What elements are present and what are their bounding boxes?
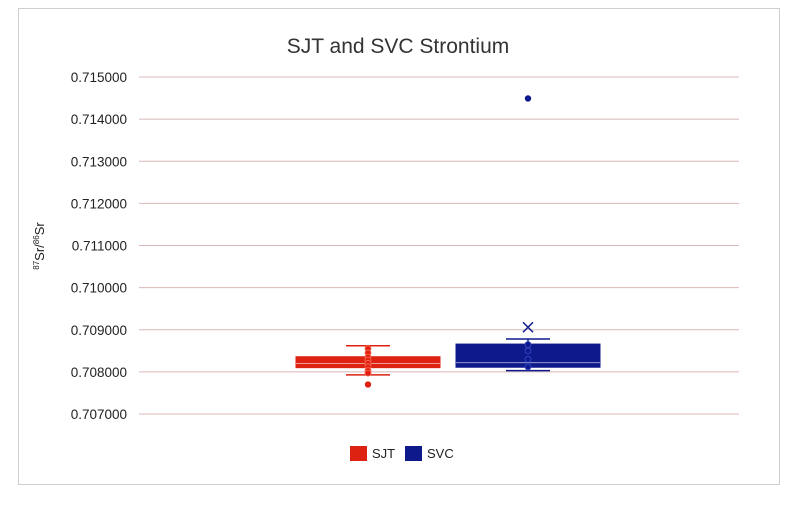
box-sjt (295, 345, 441, 388)
y-label-base1: Sr/ (32, 244, 47, 261)
y-tick-label: 0.709000 (71, 323, 127, 338)
y-axis-label: 87Sr/86Sr (32, 222, 47, 270)
legend-label-sjt: SJT (372, 446, 395, 461)
y-tick-label: 0.710000 (71, 281, 127, 296)
y-tick-label: 0.711000 (72, 239, 127, 254)
data-point (524, 363, 532, 371)
y-tick-label: 0.713000 (71, 154, 127, 169)
legend-swatch-svc (405, 446, 422, 461)
outlier-point (364, 381, 372, 388)
chart-frame (18, 8, 780, 485)
y-label-base2: Sr (32, 222, 47, 236)
data-point (524, 341, 532, 348)
y-label-sup1: 87 (32, 260, 41, 269)
mean-marker (522, 321, 534, 333)
data-point (364, 369, 372, 377)
y-label-sup2: 86 (32, 235, 41, 244)
grid-lines (139, 76, 739, 415)
y-tick-label: 0.715000 (71, 70, 127, 85)
y-tick-label: 0.707000 (71, 407, 127, 422)
data-point (524, 355, 532, 363)
outlier-point (524, 95, 532, 102)
y-tick-label: 0.708000 (71, 365, 127, 380)
legend: SJT SVC (350, 446, 454, 461)
y-tick-label: 0.714000 (71, 112, 127, 127)
chart-title: SJT and SVC Strontium (287, 35, 510, 58)
y-tick-label: 0.712000 (71, 196, 127, 211)
y-axis-ticks: 0.715000 0.714000 0.713000 0.712000 0.711000… (71, 70, 127, 422)
legend-swatch-sjt (350, 446, 367, 461)
legend-label-svc: SVC (427, 446, 454, 461)
data-point (524, 347, 532, 355)
box-series (295, 95, 601, 388)
box-svc (455, 95, 601, 372)
